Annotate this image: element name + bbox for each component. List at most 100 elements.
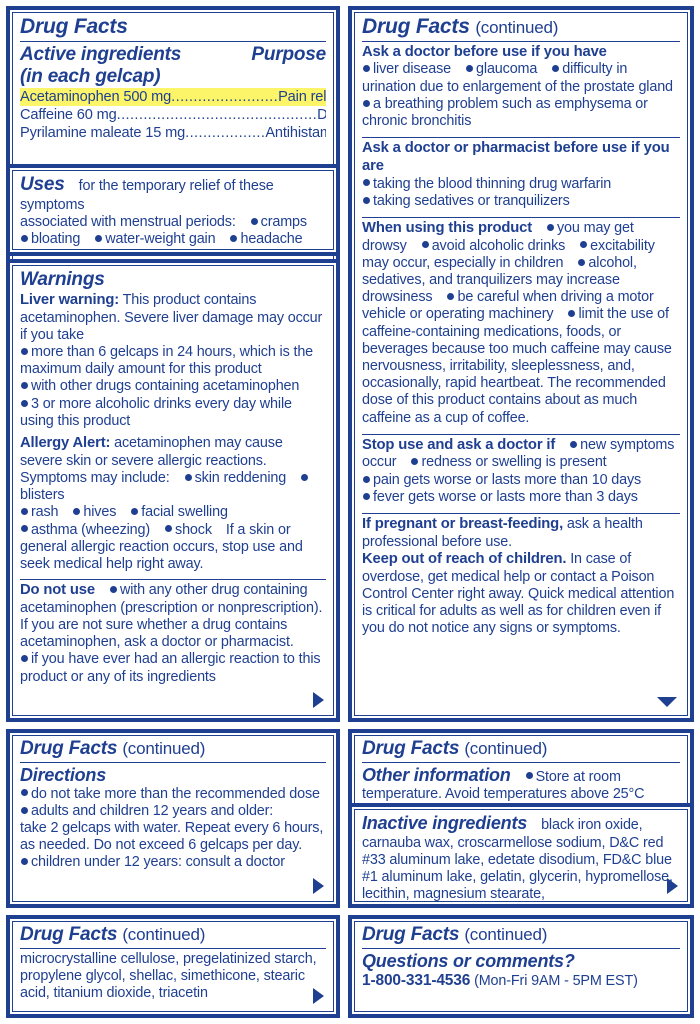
title-suffix: (continued)	[475, 18, 559, 37]
allergy-symptom: rash	[31, 504, 59, 521]
continue-down-arrow-icon[interactable]	[657, 697, 677, 707]
bullet-icon	[421, 241, 429, 249]
uses-heading: Uses	[20, 174, 65, 195]
bullet-icon	[230, 234, 238, 242]
inactive-ingredients-continued-text: microcrystalline cellulose, pregelatiniz…	[20, 950, 317, 1001]
bullet-icon	[250, 217, 258, 225]
ask-doctor-item: a breathing problem such as emphysema or…	[362, 95, 648, 129]
when-using-heading: When using this product	[362, 219, 532, 236]
directions-bullet-label: adults and children 12 years and older:	[31, 802, 274, 819]
directions-bullet: do not take more than the recommended do…	[31, 785, 320, 802]
bullet-icon	[165, 525, 173, 533]
stop-use-heading: Stop use and ask a doctor if	[362, 436, 556, 453]
stop-use-item: redness or swelling is present	[421, 454, 607, 471]
uses-symptom: headache	[240, 231, 303, 248]
allergy-symptom: shock	[175, 521, 212, 538]
allergy-alert-text: acetaminophen may cause severe skin or s…	[20, 435, 283, 486]
uses-symptom: muscle aches	[116, 248, 202, 249]
bullet-icon	[21, 806, 28, 814]
stop-use-block: Stop use and ask a doctor if new symptoms…	[362, 437, 680, 506]
uses-intro-line1: for the temporary relief of these sympto…	[20, 178, 274, 213]
active-ingredients-heading-row: Purpose Active ingredients	[20, 44, 326, 66]
bullet-icon	[21, 234, 28, 242]
inactive-ingredients-text: black iron oxide, carnauba wax, croscarm…	[362, 817, 673, 902]
stop-use-item: pain gets worse or lasts more than 10 da…	[373, 471, 642, 488]
divider	[362, 761, 680, 763]
divider	[362, 947, 680, 949]
divider	[362, 433, 680, 435]
continue-right-arrow-icon[interactable]	[313, 988, 324, 1004]
when-using-item: excitability may occur, especially in ch…	[362, 237, 655, 271]
when-using-item: you may get drowsy	[362, 219, 634, 254]
active-ingredients-heading: Active ingredients	[20, 43, 182, 65]
ingredient-purpose: Diuretic	[317, 107, 326, 123]
panel-inactive2-inner: Drug Facts (continued) microcrystalline …	[12, 921, 334, 1012]
divider	[20, 761, 326, 763]
stop-use-item: fever gets worse or lasts more than 3 da…	[373, 488, 638, 505]
directions-heading: Directions	[20, 764, 107, 785]
bullet-icon	[21, 347, 28, 355]
bullet-icon	[552, 65, 560, 73]
when-using-item: alcohol, sedatives, and tranquilizers ma…	[362, 254, 637, 306]
ingredient-row: Caffeine 60 mg..........................…	[20, 106, 326, 124]
do-not-use-label: Do not use	[20, 582, 95, 599]
bullet-icon	[21, 508, 28, 516]
title-text: Drug Facts	[362, 15, 470, 38]
bullet-icon	[547, 223, 554, 231]
title-suffix: (continued)	[464, 925, 548, 944]
continue-right-arrow-icon[interactable]	[313, 692, 324, 708]
page-title-continued: Drug Facts (continued)	[362, 15, 680, 39]
ask-doctor-item: liver disease	[373, 61, 452, 78]
leader-dots: ..................	[185, 124, 266, 141]
active-ingredients-subheading: (in each gelcap)	[20, 65, 161, 87]
ask-doctor-block: Ask a doctor before use if you have live…	[362, 44, 680, 130]
other-information-heading: Other information	[362, 764, 511, 785]
bullet-icon	[301, 473, 309, 481]
section-active-ingredients: Purpose Active ingredients (in each gelc…	[20, 44, 326, 142]
bullet-icon	[466, 65, 474, 73]
bullet-icon	[363, 475, 370, 483]
uses-symptom: water-weight gain	[105, 231, 216, 248]
bullet-icon	[580, 241, 588, 249]
liver-warning-label: Liver warning:	[20, 292, 120, 308]
uses-symptom: cramps	[260, 213, 307, 230]
uses-symptom: bloating	[31, 231, 81, 248]
do-not-use-bullet: with any other drug containing acetamino…	[20, 582, 323, 651]
questions-heading: Questions or comments?	[362, 950, 575, 971]
panel-drug-facts-continued: Drug Facts (continued) Ask a doctor befo…	[348, 6, 694, 722]
keep-out-text: In case of overdose, get medical help or…	[362, 550, 675, 637]
divider	[362, 216, 680, 218]
panel-questions: Drug Facts (continued) Questions or comm…	[348, 915, 694, 1018]
ask-pharmacist-heading: Ask a doctor or pharmacist before use if…	[362, 140, 670, 174]
directions-block: do not take more than the recommended do…	[20, 786, 326, 872]
title-text: Drug Facts	[20, 924, 118, 945]
divider	[20, 40, 326, 42]
title-text: Drug Facts	[362, 924, 460, 945]
leader-dots: ........................	[171, 88, 279, 105]
allergy-symptom: blisters	[20, 487, 65, 504]
continue-right-arrow-icon[interactable]	[313, 878, 324, 894]
ingredient-purpose: Pain reliever	[278, 88, 326, 105]
when-using-item: limit the use of caffeine-containing med…	[362, 306, 672, 426]
ask-pharmacist-block: Ask a doctor or pharmacist before use if…	[362, 140, 680, 210]
allergy-alert-label: Allergy Alert:	[20, 435, 111, 452]
phone-number[interactable]: 1-800-331-4536	[362, 971, 471, 989]
panel-uses-inner: Uses for the temporary relief of these sy…	[12, 170, 334, 250]
ingredient-purpose: Antihistamine	[265, 124, 326, 141]
ingredient-name: Caffeine 60 mg	[20, 106, 117, 123]
ask-doctor-item: glaucoma	[476, 61, 538, 78]
bullet-icon	[21, 399, 28, 407]
panel-inactive-inner: Inactive ingredients black iron oxide, ca…	[354, 809, 688, 902]
divider	[20, 947, 326, 949]
panel-inactive-ingredients: Inactive ingredients black iron oxide, ca…	[348, 803, 694, 908]
bullet-icon	[21, 789, 28, 797]
inactive-ingredients-block: Inactive ingredients black iron oxide, ca…	[362, 813, 680, 902]
uses-symptom: fatigue	[228, 248, 270, 249]
bullet-icon	[411, 458, 419, 466]
page-title-continued: Drug Facts (continued)	[362, 924, 680, 946]
bullet-icon	[184, 473, 192, 481]
bullet-icon	[21, 858, 28, 866]
divider	[20, 579, 326, 581]
continue-right-arrow-icon[interactable]	[667, 878, 678, 894]
